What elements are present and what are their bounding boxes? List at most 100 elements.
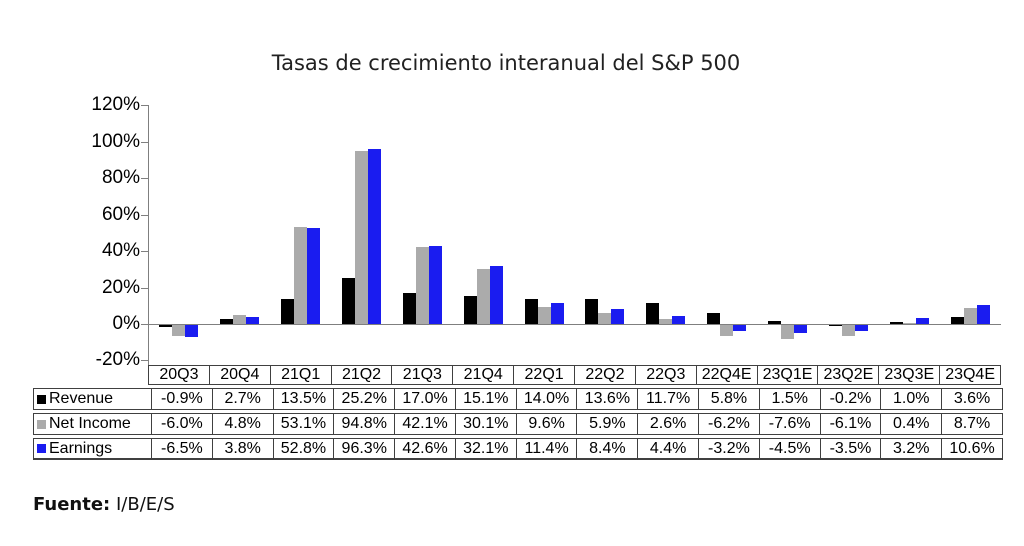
table-value-cell: -4.5% <box>758 439 820 458</box>
bar-revenue-20Q4 <box>219 319 233 324</box>
table-value-cell: 17.0% <box>394 389 455 409</box>
bar-earnings-22Q3 <box>672 315 686 324</box>
bar-earnings-20Q3 <box>184 325 198 337</box>
table-header-cell: 23Q3E <box>878 366 939 384</box>
y-axis-tick <box>141 178 148 180</box>
table-value-cell: 1.5% <box>758 389 820 409</box>
bar-revenue-20Q3 <box>158 325 172 327</box>
table-value-cell: 42.1% <box>394 414 455 434</box>
y-axis-tick-label: 80% <box>101 167 140 189</box>
bar-net-income-23Q2E <box>842 325 856 337</box>
bar-revenue-23Q2E <box>829 325 843 326</box>
table-value-cell: 96.3% <box>333 439 394 458</box>
table-value-cell: -6.5% <box>151 439 212 458</box>
table-value-cell: 5.9% <box>576 414 637 434</box>
table-value-cell: 2.7% <box>211 389 273 409</box>
table-value-cell: 2.6% <box>637 414 698 434</box>
bar-net-income-23Q4E <box>964 308 978 324</box>
table-value-cell: 10.6% <box>941 439 1002 458</box>
table-value-cell: 4.4% <box>637 439 698 458</box>
table-header-cell: 23Q1E <box>756 366 818 384</box>
bar-revenue-23Q1E <box>768 321 782 324</box>
table-header-cell: 20Q4 <box>208 366 270 384</box>
table-value-cell: -6.2% <box>698 414 759 434</box>
chart-title: Tasas de crecimiento interanual del S&P … <box>271 51 741 75</box>
y-axis-tick <box>141 105 148 107</box>
bar-earnings-22Q2 <box>611 308 625 324</box>
table-value-cell: 8.7% <box>941 414 1002 434</box>
bar-earnings-21Q4 <box>489 265 503 324</box>
table-header-cell: 21Q1 <box>269 366 331 384</box>
bar-earnings-21Q2 <box>367 148 381 324</box>
bar-earnings-20Q4 <box>245 317 259 324</box>
legend-row-label: Earnings <box>34 439 151 458</box>
table-value-cell: 32.1% <box>454 439 516 458</box>
y-axis-tick-label: 100% <box>91 130 140 152</box>
table-header-cell: 23Q4E <box>939 366 1000 384</box>
table-header-row: 20Q3 20Q4 21Q1 21Q2 21Q3 21Q4 22Q1 22Q2 22Q3 22Q4… <box>148 365 1001 385</box>
table-value-cell: 42.6% <box>394 439 455 458</box>
bar-revenue-22Q2 <box>585 299 599 324</box>
table-value-cell: 3.8% <box>211 439 273 458</box>
bar-net-income-22Q2 <box>598 313 612 324</box>
legend-swatch-earnings <box>37 444 46 453</box>
table-header-cell: 23Q2E <box>817 366 878 384</box>
table-header-cell: 21Q4 <box>452 366 513 384</box>
table-header-cell: 20Q3 <box>159 366 199 383</box>
bar-revenue-22Q4E <box>707 313 721 324</box>
bar-revenue-21Q2 <box>341 278 355 324</box>
y-axis-tick <box>141 324 148 325</box>
legend-swatch-net-income <box>37 419 46 429</box>
bar-net-income-22Q1 <box>537 306 551 324</box>
table-header-cell: 22Q4E <box>695 366 757 384</box>
table-value-cell: -3.5% <box>819 439 881 458</box>
bar-revenue-21Q4 <box>463 296 477 324</box>
y-axis-tick-label: 0% <box>112 313 140 334</box>
table-value-cell: 53.1% <box>272 414 334 434</box>
bar-net-income-20Q4 <box>232 315 246 324</box>
bar-revenue-21Q3 <box>402 293 416 324</box>
table-header-cell: 21Q3 <box>391 366 452 384</box>
table-value-cell: 94.8% <box>333 414 394 434</box>
y-axis-tick <box>141 251 148 253</box>
bar-earnings-21Q1 <box>306 227 320 324</box>
legend-row-label: Revenue <box>34 389 151 409</box>
bar-earnings-21Q3 <box>428 246 442 324</box>
table-value-cell: 30.1% <box>454 414 516 434</box>
table-value-cell: 9.6% <box>515 414 577 434</box>
y-axis-tick-label: 120% <box>91 94 140 116</box>
bar-net-income-21Q3 <box>415 247 429 324</box>
bar-revenue-21Q1 <box>280 299 294 324</box>
y-axis-tick-label: 20% <box>101 276 140 298</box>
series-name: Net Income <box>49 415 131 432</box>
source-note: Fuente: I/B/E/S <box>33 494 175 515</box>
table-value-cell: 8.4% <box>576 439 637 458</box>
y-axis-tick-label: -20% <box>95 349 140 371</box>
table-value-cell: -0.2% <box>819 389 881 409</box>
bar-net-income-23Q1E <box>781 325 795 339</box>
legend-swatch-revenue <box>37 394 46 404</box>
series-name: Earnings <box>49 439 113 457</box>
table-value-cell: 15.1% <box>454 389 516 409</box>
bar-revenue-23Q3E <box>890 322 904 324</box>
legend-row-label: Net Income <box>34 414 151 434</box>
bar-net-income-20Q3 <box>171 325 185 336</box>
table-row-earnings: Earnings -6.5% 3.8% 52.8% 96.3% 42.6% 32.1% 11.… <box>33 438 1003 460</box>
y-axis-tick-label: 40% <box>101 240 140 262</box>
bar-net-income-21Q2 <box>354 151 368 324</box>
table-header-cell: 22Q1 <box>513 366 574 384</box>
zero-line <box>148 324 1001 325</box>
table-value-cell: 5.8% <box>698 389 759 409</box>
table-value-cell: 3.2% <box>880 439 941 458</box>
bar-earnings-23Q4E <box>977 304 991 324</box>
table-value-cell: 14.0% <box>515 389 577 409</box>
table-header-cell: 22Q3 <box>634 366 696 384</box>
table-value-cell: 3.6% <box>941 389 1002 409</box>
y-axis-line <box>148 105 149 365</box>
table-row-net-income: Net Income -6.0% 4.8% 53.1% 94.8% 42.1% 30.1% 9… <box>33 413 1003 435</box>
table-header-cell: 22Q2 <box>574 366 635 384</box>
bar-net-income-22Q3 <box>659 319 673 324</box>
table-value-cell: 0.4% <box>880 414 941 434</box>
table-value-cell: 13.5% <box>272 389 334 409</box>
